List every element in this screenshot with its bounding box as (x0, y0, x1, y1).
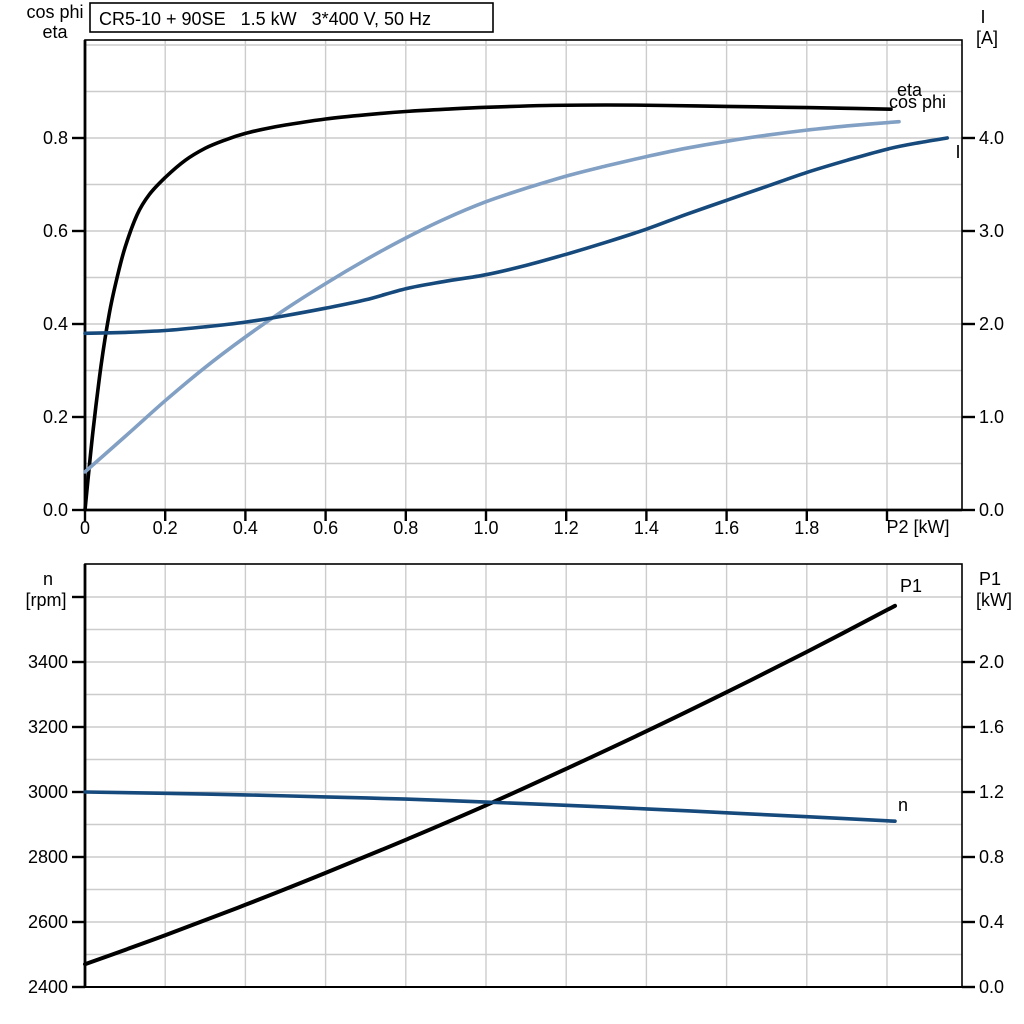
y-left-tick-label: 0.6 (43, 221, 68, 241)
chart-title-box-border (89, 2, 494, 33)
x-tick-label: 0.6 (313, 518, 338, 538)
y-left-tick-label: 0.2 (43, 407, 68, 427)
top-right-axis-title-line1: I (980, 7, 985, 27)
x-tick-label: 1.4 (634, 518, 659, 538)
curve-cos-phi (83, 119, 901, 474)
bottom-right-axis-title-line1: P1 (979, 569, 1001, 589)
y-left-tick-label: 3000 (28, 782, 68, 802)
x-tick-label: 0 (80, 518, 90, 538)
y-left-tick-label: 0.0 (43, 500, 68, 520)
chart-title: CR5-10 + 90SE 1.5 kW 3*400 V, 50 Hz (99, 9, 431, 29)
curve-n (83, 790, 897, 823)
curve-I (83, 136, 949, 336)
curve-label-eta: eta (897, 80, 923, 100)
curve-P1 (83, 603, 897, 967)
chart-title-box: CR5-10 + 90SE 1.5 kW 3*400 V, 50 Hz (89, 2, 494, 33)
y-right-tick-label: 0.8 (979, 847, 1004, 867)
y-left-tick-label: 2400 (28, 977, 68, 997)
bottom-left-axis-title-line2: [rpm] (25, 590, 66, 610)
y-right-tick-label: 3.0 (979, 221, 1004, 241)
curve-label-P1: P1 (900, 576, 922, 596)
y-left-tick-label: 3400 (28, 652, 68, 672)
y-right-tick-label: 0.4 (979, 912, 1004, 932)
curve-label-n: n (898, 795, 908, 815)
y-right-tick-label: 0.0 (979, 977, 1004, 997)
bottom-right-axis-title-line2: [kW] (976, 590, 1012, 610)
x-tick-label: 1.0 (473, 518, 498, 538)
top-left-axis-title-line1: cos phi (26, 2, 83, 22)
y-right-tick-label: 1.0 (979, 407, 1004, 427)
curve-label-cos-phi: cos phi (889, 92, 946, 112)
top-left-axis-title-line2: eta (42, 22, 68, 42)
x-tick-label: 1.6 (714, 518, 739, 538)
x-tick-label: 0.8 (393, 518, 418, 538)
y-right-tick-label: 4.0 (979, 128, 1004, 148)
x-tick-label: 0.2 (153, 518, 178, 538)
y-left-tick-label: 3200 (28, 717, 68, 737)
x-tick-label: 1.2 (554, 518, 579, 538)
y-right-tick-label: 1.6 (979, 717, 1004, 737)
curve-eta (83, 103, 893, 512)
y-right-tick-label: 1.2 (979, 782, 1004, 802)
y-left-tick-label: 0.8 (43, 128, 68, 148)
y-left-tick-label: 2800 (28, 847, 68, 867)
y-left-tick-label: 2600 (28, 912, 68, 932)
x-tick-label: 0.4 (233, 518, 258, 538)
y-right-tick-label: 2.0 (979, 652, 1004, 672)
curve-label-I: I (955, 142, 960, 162)
x-axis-title: P2 [kW] (886, 517, 949, 537)
y-right-tick-label: 2.0 (979, 314, 1004, 334)
bottom-left-axis-title-line1: n (43, 569, 53, 589)
top-right-axis-title-line2: [A] (976, 28, 998, 48)
plot-border (84, 39, 963, 511)
y-right-tick-label: 0.0 (979, 500, 1004, 520)
x-tick-label: 1.8 (794, 518, 819, 538)
plot-border (84, 563, 963, 988)
y-left-tick-label: 0.4 (43, 314, 68, 334)
